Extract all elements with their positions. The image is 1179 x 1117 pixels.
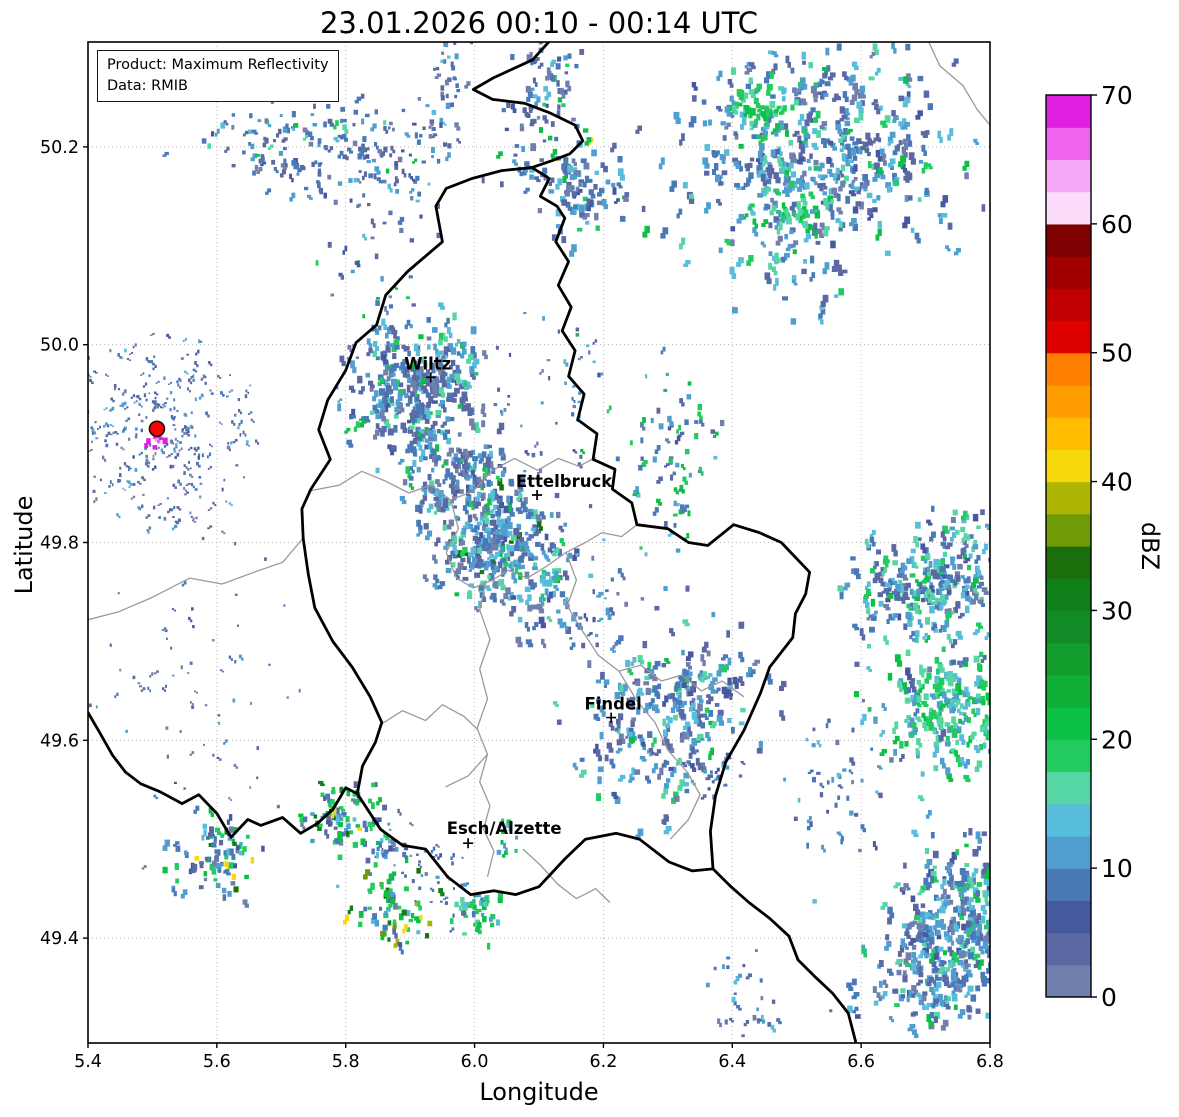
colorbar-band xyxy=(1046,417,1091,450)
y-axis-label: Latitude xyxy=(10,495,38,595)
x-tick-label: 6.4 xyxy=(718,1052,746,1072)
colorbar-band xyxy=(1046,223,1091,257)
colorbar-band xyxy=(1046,610,1091,644)
colorbar-tick-label: 10 xyxy=(1101,854,1133,883)
colorbar: 0 10 20 30 40 50 60 70 xyxy=(1045,81,1133,1012)
colorbar-band xyxy=(1046,578,1091,612)
echo-cluster-esch-bit xyxy=(496,818,519,858)
colorbar-tick-label: 20 xyxy=(1101,725,1133,754)
radar-site-marker xyxy=(148,420,166,438)
x-tick-label: 6.6 xyxy=(847,1052,875,1072)
colorbar-tick-label: 40 xyxy=(1101,468,1133,497)
colorbar-band xyxy=(1046,803,1091,837)
echo-cluster-southwest-c xyxy=(449,882,503,950)
colorbar-band xyxy=(1046,481,1091,515)
echo-cluster-nw-speckle xyxy=(162,80,461,207)
city-marker xyxy=(463,838,474,849)
city-label: Esch/Alzette xyxy=(447,819,562,838)
colorbar-band xyxy=(1046,739,1091,773)
colorbar-tick-label: 0 xyxy=(1101,983,1117,1012)
colorbar-band xyxy=(1046,868,1091,901)
colorbar-band xyxy=(1046,771,1091,805)
echo-cluster-central-band xyxy=(399,422,612,668)
colorbar-band xyxy=(1046,546,1091,579)
echo-cluster-southwest-pair xyxy=(365,838,409,864)
x-tick-label: 5.4 xyxy=(74,1052,102,1072)
product-info-box: Product: Maximum Reflectivity Data: RMIB xyxy=(97,50,339,103)
echo-cluster-east-sparse-dashes xyxy=(783,699,886,904)
city-marker xyxy=(532,490,543,501)
echo-cluster-southeast-bits xyxy=(705,949,833,1038)
luxembourg-border xyxy=(300,166,811,896)
x-tick-label: 6.8 xyxy=(976,1052,1004,1072)
france-belgium-border xyxy=(88,711,359,839)
colorbar-band xyxy=(1046,95,1091,128)
x-tick-label: 6.2 xyxy=(590,1052,618,1072)
city-labels: Wiltz Ettelbruck Findel Esch/Alzette xyxy=(404,354,642,849)
x-tick-label: 6.0 xyxy=(461,1052,489,1072)
france-germany-border xyxy=(711,867,858,1043)
colorbar-band xyxy=(1046,320,1091,354)
x-axis-label: Longitude xyxy=(479,1078,599,1106)
colorbar-band xyxy=(1046,707,1091,740)
y-tick-label: 50.0 xyxy=(40,336,79,356)
colorbar-band xyxy=(1046,642,1091,676)
colorbar-band xyxy=(1046,835,1091,869)
echo-cluster-east-dashes xyxy=(615,346,725,592)
gridlines xyxy=(88,42,990,1043)
x-tick-label: 5.8 xyxy=(332,1052,360,1072)
echo-cluster-north-streaks-west xyxy=(425,42,473,164)
colorbar-label: dBZ xyxy=(1136,521,1164,571)
echo-cluster-west-speckle xyxy=(88,525,301,889)
echo-cluster-east-strip xyxy=(837,505,990,681)
colorbar-band xyxy=(1046,288,1091,322)
colorbar-tick-label: 30 xyxy=(1101,596,1133,625)
x-tick-label: 5.6 xyxy=(203,1052,231,1072)
y-tick-label: 49.6 xyxy=(40,731,79,751)
echo-cluster-mid-bits xyxy=(563,538,645,688)
colorbar-band xyxy=(1046,449,1091,483)
city-label: Wiltz xyxy=(404,354,451,373)
colorbar-band xyxy=(1046,256,1091,289)
colorbar-band xyxy=(1046,191,1091,225)
colorbar-band xyxy=(1046,900,1091,934)
colorbar-band xyxy=(1046,127,1091,161)
echo-cluster-northeast-core-1 xyxy=(731,71,799,151)
y-tick-label: 49.8 xyxy=(40,534,79,554)
belgium-germany-border xyxy=(471,42,585,169)
colorbar-band xyxy=(1046,384,1091,418)
echo-cluster-southwest-streak xyxy=(336,856,445,955)
colorbar-band xyxy=(1046,352,1091,386)
colorbar-band xyxy=(1046,932,1091,966)
y-tick-label: 50.2 xyxy=(40,138,79,158)
echo-cluster-radar-clutter-ring xyxy=(88,333,260,534)
colorbar-frame xyxy=(1045,94,1092,998)
figure-title: 23.01.2026 00:10 - 00:14 UTC xyxy=(319,6,759,40)
admin-borders xyxy=(88,42,990,903)
colorbar-tick-label: 60 xyxy=(1101,210,1133,239)
colorbar-tick-label: 50 xyxy=(1101,339,1133,368)
axis-ticks: 5.4 5.6 5.8 6.0 6.2 6.4 6.6 6.8 50.2 50.0 49.8 49.6… xyxy=(40,138,1004,1072)
city-marker xyxy=(425,372,436,383)
echo-cluster-northeast-band xyxy=(617,42,986,325)
product-line: Product: Maximum Reflectivity xyxy=(107,57,329,73)
echo-cluster-northeast-core-2 xyxy=(747,166,834,237)
colorbar-band xyxy=(1046,674,1091,708)
echo-cluster-wiltz-cluster xyxy=(337,302,488,490)
echo-cluster-east-green-blob xyxy=(854,599,990,802)
city-label: Findel xyxy=(584,695,641,714)
colorbar-tick-label: 70 xyxy=(1101,81,1133,110)
colorbar-band xyxy=(1046,513,1091,547)
colorbar-band xyxy=(1046,964,1091,998)
country-borders xyxy=(88,42,858,1043)
city-label: Ettelbruck xyxy=(516,472,613,491)
y-tick-label: 49.4 xyxy=(40,929,79,949)
city-marker xyxy=(606,712,617,723)
echo-cluster-findel-band xyxy=(552,605,787,841)
data-source-line: Data: RMIB xyxy=(107,77,188,94)
colorbar-band xyxy=(1046,159,1091,193)
echo-cluster-southeast-band xyxy=(846,810,990,1039)
